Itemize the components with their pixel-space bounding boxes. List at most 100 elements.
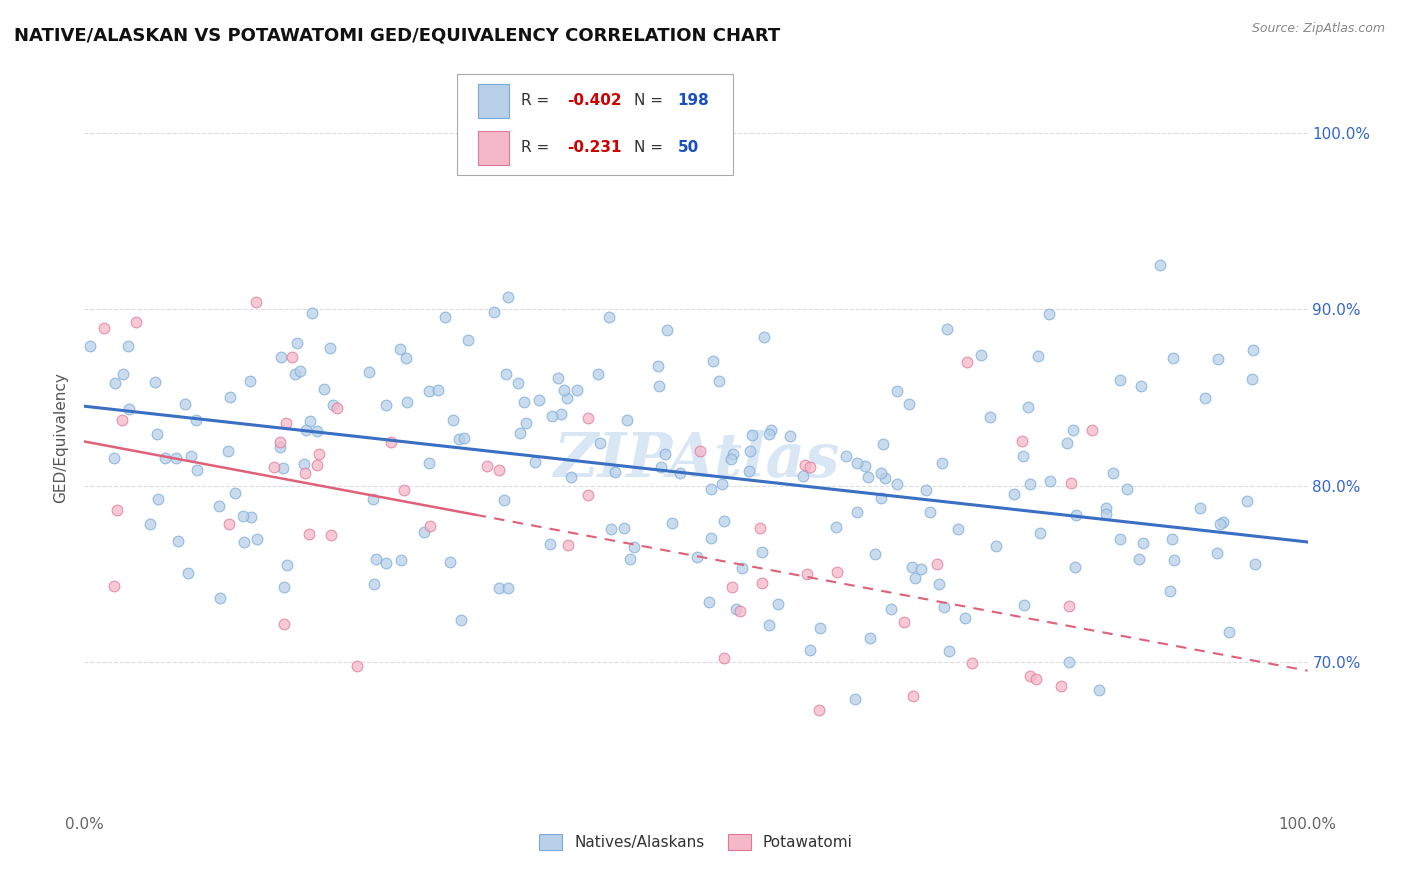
Point xyxy=(904,571,927,585)
Point xyxy=(880,602,903,616)
Point xyxy=(936,322,959,336)
Point xyxy=(180,449,202,463)
Point xyxy=(217,443,239,458)
Point xyxy=(281,350,304,364)
Point xyxy=(758,427,780,442)
Point xyxy=(270,351,292,365)
Point xyxy=(1017,400,1039,414)
Point xyxy=(93,321,115,335)
Point xyxy=(1236,493,1258,508)
Point xyxy=(498,290,520,304)
Point xyxy=(305,424,328,438)
Point xyxy=(208,591,231,605)
Point xyxy=(859,632,882,646)
Point xyxy=(1057,599,1080,613)
Point xyxy=(439,555,461,569)
Point xyxy=(314,382,336,396)
Point xyxy=(143,375,166,389)
Point xyxy=(901,689,924,703)
Point xyxy=(720,452,742,467)
Text: 50: 50 xyxy=(678,140,699,155)
Point xyxy=(389,342,412,356)
Point xyxy=(547,370,569,384)
Point xyxy=(1212,515,1234,529)
Point xyxy=(1038,307,1060,321)
Point xyxy=(1095,500,1118,515)
Point xyxy=(752,330,775,344)
Point xyxy=(925,557,948,571)
Point xyxy=(319,528,342,542)
Bar xyxy=(478,84,509,118)
Point xyxy=(125,315,148,329)
Point xyxy=(1128,552,1150,566)
Point xyxy=(758,618,780,632)
Point xyxy=(232,508,254,523)
Point xyxy=(650,460,672,475)
Point xyxy=(208,499,231,513)
Point xyxy=(697,595,720,609)
Point xyxy=(835,449,858,463)
Text: R =: R = xyxy=(522,94,554,108)
Point xyxy=(276,558,298,573)
Point xyxy=(956,355,979,369)
Point xyxy=(589,435,612,450)
Point xyxy=(294,467,316,481)
Point xyxy=(979,410,1001,425)
Point xyxy=(103,579,125,593)
Point xyxy=(305,458,328,472)
Point xyxy=(553,384,575,398)
Point xyxy=(1062,423,1084,437)
Point xyxy=(578,411,600,425)
Point xyxy=(495,367,517,381)
Point xyxy=(986,539,1008,553)
Point xyxy=(605,466,627,480)
Point xyxy=(863,547,886,561)
Point xyxy=(751,575,773,590)
Point xyxy=(103,451,125,466)
Point xyxy=(741,428,763,442)
Point xyxy=(1081,424,1104,438)
Point xyxy=(738,464,761,478)
Point xyxy=(870,466,893,480)
Point xyxy=(269,440,291,454)
Point xyxy=(418,456,440,470)
Point xyxy=(389,552,412,566)
Point xyxy=(711,477,734,491)
Point xyxy=(845,505,868,519)
Text: NATIVE/ALASKAN VS POTAWATOMI GED/EQUIVALENCY CORRELATION CHART: NATIVE/ALASKAN VS POTAWATOMI GED/EQUIVAL… xyxy=(14,27,780,45)
Point xyxy=(886,384,908,398)
Point xyxy=(433,310,456,325)
Point xyxy=(657,323,679,337)
Point xyxy=(700,532,723,546)
Point xyxy=(1026,349,1049,363)
Point xyxy=(218,517,240,532)
Point xyxy=(792,469,814,483)
Point xyxy=(565,384,588,398)
Point xyxy=(413,524,436,539)
Point xyxy=(153,451,176,466)
Point xyxy=(146,426,169,441)
Point xyxy=(728,604,751,618)
Point xyxy=(689,444,711,458)
Point xyxy=(1189,500,1212,515)
Text: N =: N = xyxy=(634,140,668,155)
Point xyxy=(1109,373,1132,387)
Point xyxy=(873,471,896,485)
Point xyxy=(139,517,162,532)
Point xyxy=(1011,434,1033,448)
Point xyxy=(915,483,938,497)
Point xyxy=(808,621,831,635)
Point xyxy=(794,458,817,472)
Point xyxy=(1115,482,1137,496)
Point xyxy=(509,425,531,440)
Point xyxy=(713,650,735,665)
Point xyxy=(245,295,267,310)
Point xyxy=(938,643,960,657)
Point xyxy=(475,459,498,474)
Point xyxy=(686,550,709,565)
Point xyxy=(79,339,101,353)
Point xyxy=(104,376,127,391)
Point xyxy=(1159,584,1181,599)
Point xyxy=(598,310,620,324)
Point xyxy=(273,580,295,594)
